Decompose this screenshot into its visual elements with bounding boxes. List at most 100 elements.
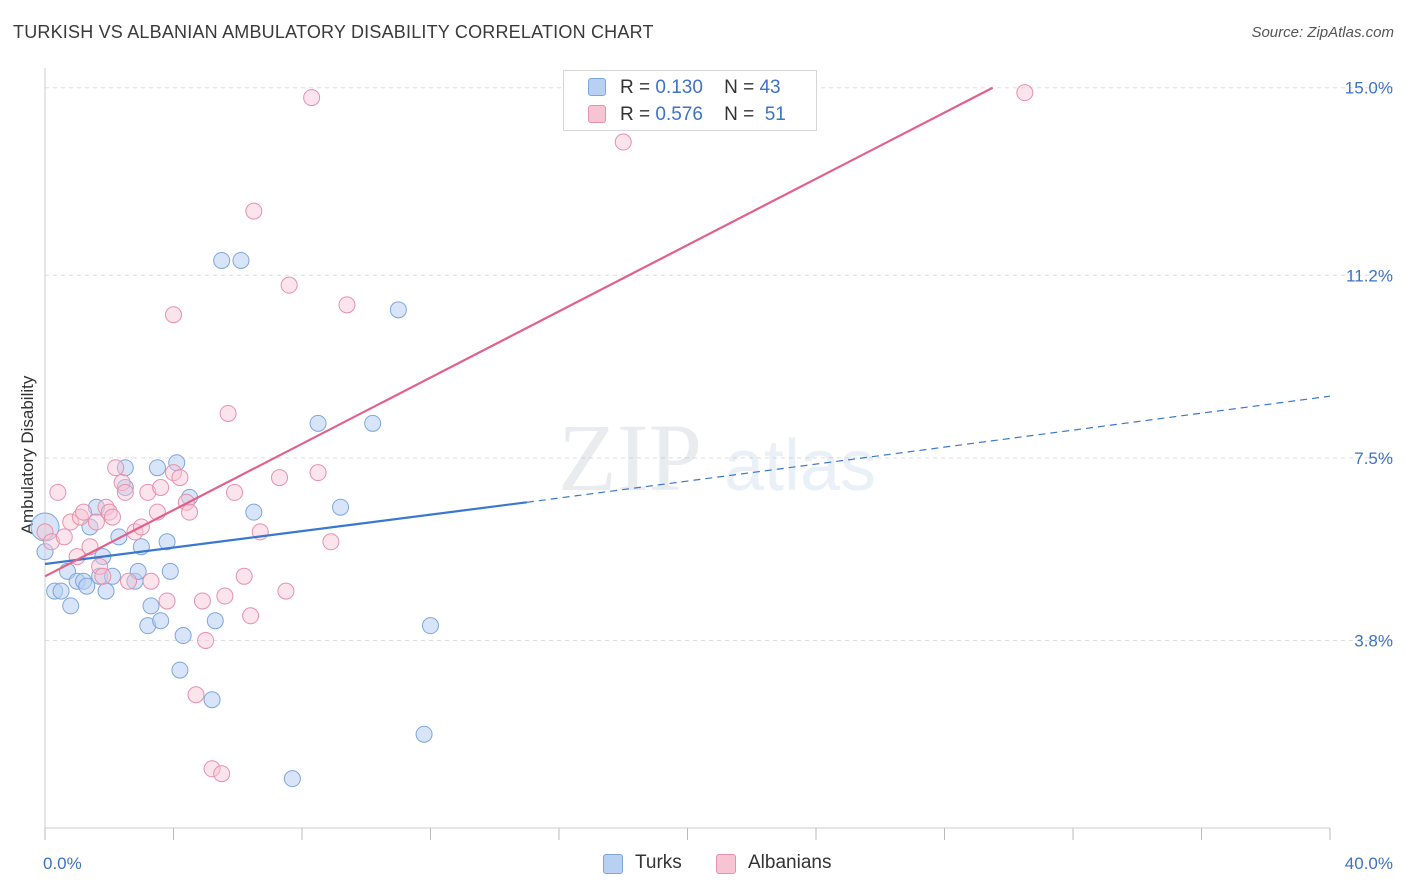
turks-legend-swatch — [603, 854, 623, 874]
albanians-point — [187, 686, 205, 704]
turks-point — [171, 661, 189, 679]
legend-r-value: 0.130 — [655, 77, 703, 98]
albanians-point — [197, 631, 215, 649]
axes — [44, 68, 1331, 840]
albanians-legend-swatch — [716, 854, 736, 874]
turks-point — [142, 597, 160, 615]
chart-title: TURKISH VS ALBANIAN AMBULATORY DISABILIT… — [13, 22, 654, 42]
watermark-zip: ZIP — [558, 404, 702, 511]
turks-point — [103, 567, 121, 585]
legend-r-label: R = — [620, 77, 651, 98]
y-tick-label: 3.8% — [1354, 631, 1393, 650]
albanians-point — [100, 503, 118, 521]
turks-point — [332, 498, 350, 516]
albanians-point — [193, 592, 211, 610]
turks-point — [415, 725, 433, 743]
turks-point — [152, 612, 170, 630]
legend-n-label: N = — [724, 104, 755, 125]
turks-point — [148, 459, 166, 477]
turks-point — [422, 617, 439, 635]
tick-labels: 3.8% 7.5% 11.2% 15.0% 0.0% 40.0% — [43, 79, 1393, 873]
legend-n-label: N = — [724, 77, 755, 98]
turks-point — [309, 414, 327, 432]
albanians-point — [219, 404, 237, 422]
albanians-point — [277, 582, 295, 600]
albanians-point — [303, 89, 321, 107]
albanians-point — [113, 474, 131, 492]
turks-points — [30, 251, 439, 788]
turks-point — [116, 478, 134, 496]
turks-swatch — [588, 78, 606, 96]
albanians-point — [97, 498, 115, 516]
turks-trend-extension — [526, 395, 1331, 503]
turks-legend-label: Turks — [635, 852, 682, 873]
albanians-point — [226, 483, 244, 501]
albanians-point — [107, 459, 125, 477]
albanians-trend-line — [44, 86, 994, 578]
turks-point — [245, 503, 263, 521]
turks-trend-line — [44, 501, 528, 566]
legend-r-value: 0.576 — [655, 104, 703, 125]
albanians-point — [116, 483, 134, 501]
albanians-point — [245, 202, 263, 220]
turks-point — [213, 251, 231, 269]
albanians-point — [280, 276, 298, 294]
albanians-point — [242, 607, 260, 625]
albanians-point — [1016, 84, 1034, 102]
turks-point — [206, 612, 224, 630]
y-tick-label: 11.2% — [1346, 266, 1393, 285]
albanians-point — [171, 469, 189, 487]
turks-point — [203, 691, 221, 709]
turks-point — [389, 301, 407, 319]
albanians-point — [614, 133, 632, 151]
turks-point — [62, 597, 80, 615]
albanians-point — [55, 528, 73, 546]
albanians-point — [103, 508, 121, 526]
legend-n-value: 43 — [759, 77, 781, 98]
source-label: Source: ZipAtlas.com — [1251, 24, 1394, 41]
legend-r-label: R = — [620, 104, 651, 125]
albanians-point — [203, 760, 221, 778]
gridlines — [45, 87, 1395, 641]
turks-point — [110, 528, 128, 546]
turks-point — [52, 582, 70, 600]
albanians-point — [42, 533, 60, 551]
x-tick-label-max: 40.0% — [1345, 854, 1393, 873]
albanians-point — [158, 592, 176, 610]
albanians-point — [62, 513, 80, 531]
albanians-point — [139, 483, 157, 501]
albanians-point — [87, 513, 105, 531]
albanians-point — [309, 464, 327, 482]
albanians-points — [36, 84, 1034, 783]
turks-point — [232, 251, 250, 269]
turks-point — [78, 577, 96, 595]
albanians-legend-label: Albanians — [748, 852, 832, 873]
albanians-point — [216, 587, 234, 605]
albanians-point — [213, 765, 231, 783]
legend-n-value: 51 — [764, 104, 786, 125]
turks-point — [36, 543, 54, 561]
y-tick-label: 15.0% — [1345, 79, 1393, 98]
turks-point — [161, 562, 179, 580]
albanians-point — [36, 523, 54, 541]
albanians-point — [75, 503, 93, 521]
turks-point — [87, 498, 105, 516]
watermark: ZIP atlas — [558, 404, 876, 511]
albanians-point — [142, 572, 160, 590]
albanians-point — [235, 567, 253, 585]
albanians-point — [165, 306, 182, 324]
watermark-atlas: atlas — [724, 426, 876, 506]
albanians-point — [338, 296, 356, 314]
albanians-point — [71, 508, 89, 526]
albanians-point — [49, 483, 67, 501]
albanians-point — [91, 557, 109, 575]
y-tick-label: 7.5% — [1354, 449, 1393, 468]
albanians-point — [271, 469, 289, 487]
x-tick-label-min: 0.0% — [43, 854, 82, 873]
albanians-swatch — [588, 105, 606, 123]
albanians-point — [322, 533, 340, 551]
turks-point — [283, 770, 301, 788]
turks-point — [364, 414, 382, 432]
albanians-point — [94, 567, 112, 585]
